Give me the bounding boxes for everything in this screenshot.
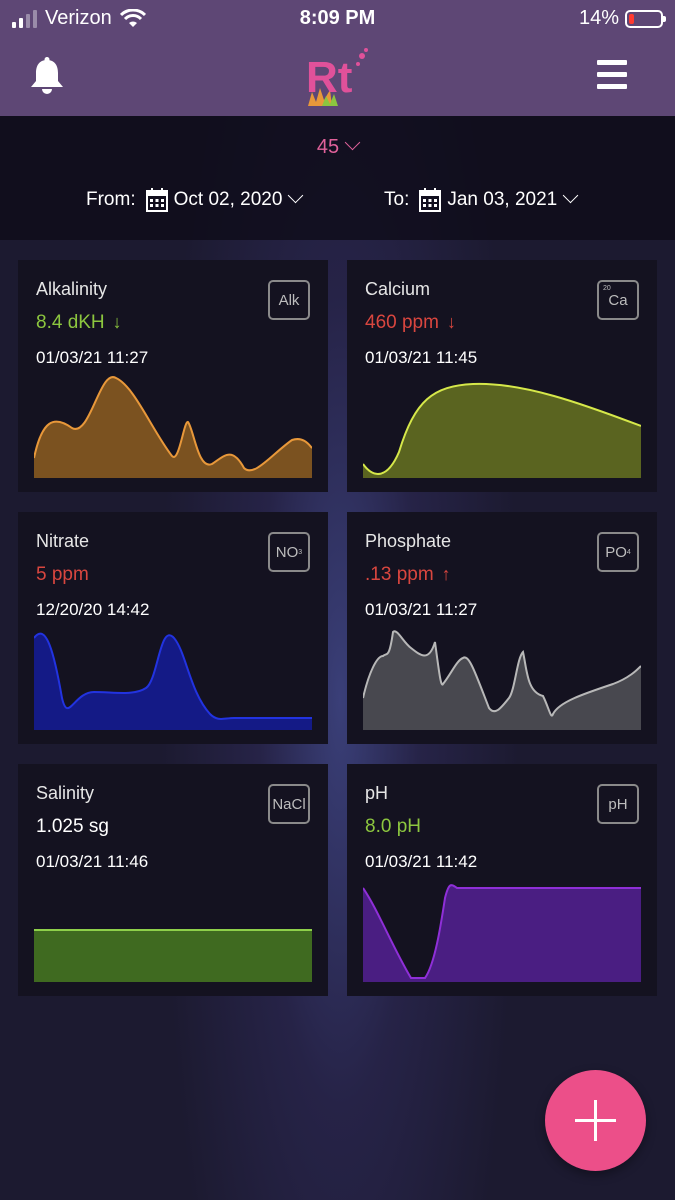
card-name: Nitrate — [36, 531, 90, 551]
card-timestamp: 01/03/21 11:27 — [36, 348, 149, 367]
alkalinity-sparkline — [34, 376, 312, 478]
card-timestamp: 01/03/21 11:27 — [365, 600, 478, 619]
card-name: Salinity — [36, 783, 95, 803]
no3-badge-icon: NO 3 — [268, 532, 310, 572]
app-header: Rt — [0, 38, 675, 116]
card-value: 5 ppm — [36, 564, 89, 585]
alk-badge-icon: Alk — [268, 280, 310, 320]
card-timestamp: 12/20/20 14:42 — [36, 600, 150, 619]
card-name: pH — [365, 783, 389, 803]
bell-icon[interactable] — [28, 56, 66, 96]
po4-badge-icon: PO 4 — [597, 532, 639, 572]
hamburger-menu-icon[interactable] — [597, 60, 627, 96]
card-name: Calcium — [365, 279, 431, 299]
arrow-down-icon: ↓ — [446, 312, 456, 332]
battery-percent: 14% — [578, 7, 619, 29]
status-bar: Verizon 8:09 PM 14% — [0, 0, 675, 38]
nitrate-sparkline — [34, 632, 312, 730]
carrier-name: Verizon — [45, 7, 112, 29]
card-value: .13 ppm ↑ — [365, 564, 451, 585]
to-label: To: — [384, 189, 410, 210]
from-date: Oct 02, 2020 — [173, 189, 283, 210]
chevron-down-icon — [288, 187, 304, 203]
calendar-icon — [145, 188, 168, 212]
phosphate-sparkline — [363, 630, 641, 730]
ph-sparkline — [363, 884, 641, 982]
card-phosphate[interactable]: Phosphate .13 ppm ↑ 01/03/21 11:27 PO 4 — [347, 512, 657, 744]
card-value: 460 ppm ↓ — [365, 312, 456, 333]
filter-bar: 45 From: Oct 02, 2020 To: Jan 03, 2021 — [0, 116, 675, 240]
logo-text: Rt — [306, 53, 353, 102]
card-timestamp: 01/03/21 11:42 — [365, 852, 478, 871]
arrow-down-icon: ↓ — [112, 312, 122, 332]
salinity-sparkline — [34, 929, 312, 982]
chevron-down-icon — [562, 187, 579, 203]
wifi-icon — [119, 8, 146, 27]
card-alkalinity[interactable]: Alkalinity 8.4 dKH ↓ 01/03/21 11:27 Alk — [18, 260, 328, 492]
from-label: From: — [86, 189, 136, 210]
period-selector[interactable]: 45 — [0, 134, 675, 159]
to-date-selector[interactable]: To: Jan 03, 2021 — [384, 187, 579, 212]
chevron-down-icon — [344, 134, 361, 151]
calcium-sparkline — [363, 382, 641, 478]
card-name: Phosphate — [365, 531, 452, 551]
add-measurement-button[interactable] — [545, 1070, 646, 1171]
card-value: 1.025 sg — [36, 816, 109, 837]
card-value: 8.4 dKH ↓ — [36, 312, 122, 333]
ph-badge-icon: pH — [597, 784, 639, 824]
ca-badge-icon: 20 Ca — [597, 280, 639, 320]
calendar-icon — [419, 188, 442, 212]
card-nitrate[interactable]: Nitrate 5 ppm 12/20/20 14:42 NO 3 — [18, 512, 328, 744]
card-calcium[interactable]: Calcium 460 ppm ↓ 01/03/21 11:45 20 Ca — [347, 260, 657, 492]
card-name: Alkalinity — [36, 279, 108, 299]
nacl-badge-icon: NaCl — [268, 784, 310, 824]
from-date-selector[interactable]: From: Oct 02, 2020 — [86, 187, 304, 212]
card-salinity[interactable]: Salinity 1.025 sg 01/03/21 11:46 NaCl — [18, 764, 328, 996]
arrow-up-icon: ↑ — [441, 564, 451, 584]
card-timestamp: 01/03/21 11:45 — [365, 348, 478, 367]
card-value: 8.0 pH — [365, 816, 421, 837]
battery-status: 14% — [578, 7, 666, 30]
card-ph[interactable]: pH 8.0 pH 01/03/21 11:42 pH — [347, 764, 657, 996]
signal-icon — [12, 9, 37, 28]
app-logo: Rt — [306, 48, 368, 106]
carrier: Verizon — [12, 7, 146, 30]
to-date: Jan 03, 2021 — [447, 189, 558, 210]
card-timestamp: 01/03/21 11:46 — [36, 852, 149, 871]
period-value: 45 — [316, 136, 340, 158]
battery-icon — [625, 9, 666, 28]
clock: 8:09 PM — [299, 7, 376, 29]
